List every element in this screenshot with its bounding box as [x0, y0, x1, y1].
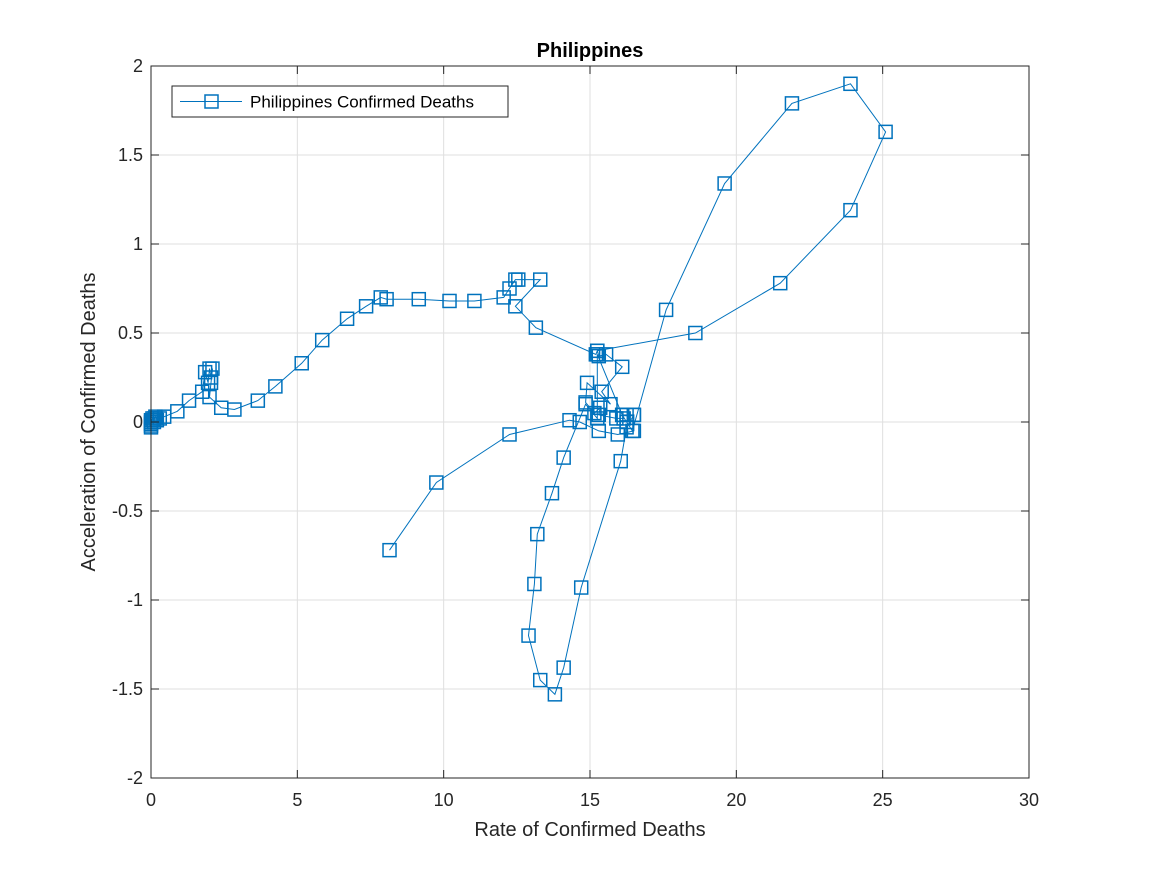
x-axis-label: Rate of Confirmed Deaths: [474, 819, 705, 841]
data-point-marker: [152, 411, 168, 426]
data-point-marker: [591, 407, 607, 423]
data-point-marker: [843, 202, 858, 218]
data-point-marker: [878, 124, 893, 140]
data-point-marker: [572, 414, 588, 430]
tick-layer: 0 5 10 15 20 25 30 -2 -1.5 -1 -0.5 0 0.5 1 1.5 2: [112, 56, 1039, 810]
data-point-marker: [411, 291, 427, 307]
data-point-marker: [205, 361, 220, 376]
data-point-marker: [658, 302, 674, 318]
data-point-marker: [148, 409, 163, 424]
data-point-marker: [625, 423, 640, 439]
data-point-marker: [772, 275, 788, 291]
y-tick-label: 2: [133, 56, 143, 76]
data-point-marker: [429, 475, 444, 490]
data-point-marker: [149, 412, 165, 428]
data-point-marker: [578, 396, 593, 412]
data-point-marker: [532, 672, 548, 688]
data-point-marker: [502, 427, 517, 442]
data-point-marker: [717, 176, 732, 191]
series-line-1: [527, 83, 887, 696]
data-point-marker: [616, 411, 631, 426]
data-point-marker: [467, 293, 482, 309]
legend: Philippines Confirmed Deaths: [171, 85, 509, 118]
y-axis-label: Acceleration of Confirmed Deaths: [78, 272, 100, 571]
data-point-marker: [530, 526, 545, 542]
x-tick-label: 5: [292, 790, 302, 810]
data-point-marker: [613, 453, 628, 469]
data-point-marker: [598, 347, 614, 362]
data-point-marker: [227, 402, 242, 417]
y-tick-label: 0.5: [118, 323, 143, 343]
x-tick-label: 20: [726, 790, 746, 810]
data-point-marker: [594, 384, 609, 399]
data-point-marker: [521, 628, 536, 643]
data-point-marker: [614, 359, 630, 375]
data-point-marker: [603, 396, 618, 412]
y-tick-label: -2: [127, 768, 143, 788]
data-point-marker: [294, 356, 309, 371]
x-tick-label: 25: [873, 790, 893, 810]
y-tick-label: 0: [133, 412, 143, 432]
y-tick-label: -1.5: [112, 679, 143, 699]
data-point-marker: [784, 96, 800, 111]
data-point-marker: [382, 542, 397, 558]
legend-entry-label: Philippines Confirmed Deaths: [250, 93, 474, 112]
data-point-marker: [843, 76, 858, 92]
data-point-marker: [528, 320, 544, 335]
x-tick-label: 0: [146, 790, 156, 810]
data-point-marker: [508, 299, 523, 314]
data-point-marker: [202, 389, 217, 405]
data-point-marker: [532, 272, 548, 287]
y-tick-label: -1: [127, 590, 143, 610]
data-point-marker: [170, 404, 185, 419]
data-point-marker: [527, 576, 542, 592]
data-point-marker: [511, 272, 526, 287]
data-point-marker: [250, 393, 266, 408]
data-point-marker: [573, 580, 589, 595]
data-point-marker: [688, 325, 703, 341]
y-tick-label: -0.5: [112, 501, 143, 521]
x-tick-label: 15: [580, 790, 600, 810]
legend-marker-sample: [204, 94, 219, 109]
data-point-marker: [556, 660, 571, 675]
data-point-marker: [358, 299, 374, 314]
data-point-marker: [591, 348, 607, 364]
chart-title: Philippines: [537, 40, 644, 62]
data-point-marker: [590, 411, 605, 426]
data-point-marker: [562, 412, 577, 428]
series-layer: [143, 76, 893, 702]
data-point-marker: [181, 393, 197, 408]
data-point-marker: [379, 291, 394, 307]
data-point-marker: [556, 450, 571, 465]
x-tick-label: 30: [1019, 790, 1039, 810]
data-point-marker: [579, 375, 595, 391]
data-point-marker: [547, 687, 563, 702]
data-point-marker: [203, 375, 219, 391]
data-point-marker: [442, 293, 457, 309]
y-tick-label: 1.5: [118, 145, 143, 165]
data-point-marker: [590, 343, 605, 359]
x-tick-label: 10: [434, 790, 454, 810]
data-point-marker: [339, 311, 355, 327]
data-point-marker: [268, 379, 283, 394]
data-point-marker: [544, 485, 560, 501]
data-point-marker: [314, 332, 330, 348]
y-tick-label: 1: [133, 234, 143, 254]
